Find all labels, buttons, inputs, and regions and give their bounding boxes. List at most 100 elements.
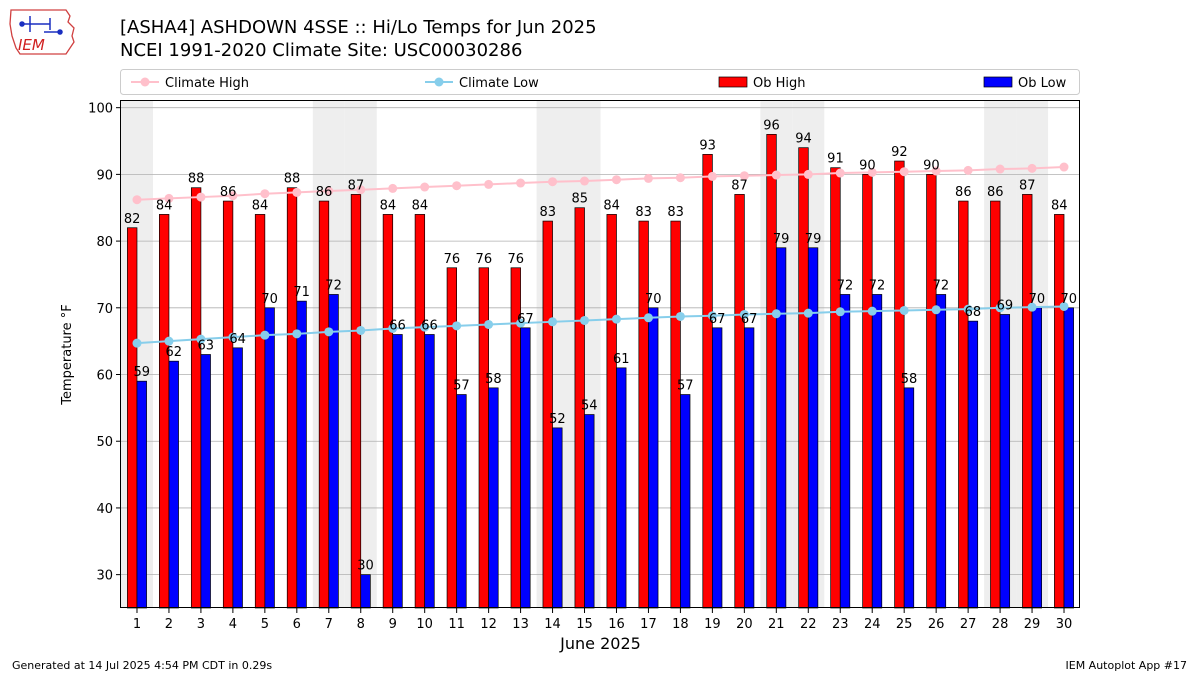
climate-low-point (643, 313, 653, 323)
ob-high-value-label: 88 (284, 172, 301, 187)
x-tick-label: 21 (768, 617, 785, 632)
climate-low-point (516, 318, 526, 328)
logo-text: IEM (18, 36, 45, 54)
climate-low-point (867, 306, 877, 316)
climate-high-point (196, 192, 206, 202)
climate-low-point (356, 325, 366, 335)
ob-low-value-label: 57 (677, 379, 694, 394)
ob-low-value-label: 30 (357, 559, 374, 574)
climate-high-point (420, 182, 430, 192)
x-tick-label: 16 (608, 617, 625, 632)
climate-high-point (1027, 163, 1037, 173)
weekend-bands (121, 101, 1049, 608)
climate-low-point (132, 338, 142, 348)
x-tick-label: 26 (928, 617, 945, 632)
climate-low-point (580, 315, 590, 325)
ob-high-bar (734, 194, 745, 609)
climate-low-point (260, 330, 270, 340)
climate-low-point (995, 303, 1005, 313)
ob-low-bar (552, 427, 563, 609)
plot-frame (120, 100, 1080, 608)
ob-high-bar (670, 220, 681, 609)
x-tick-label: 17 (640, 617, 657, 632)
weather-station-icon (19, 16, 63, 35)
ob-high-value-label: 86 (316, 185, 333, 200)
climate-low-point (164, 336, 174, 346)
ob-low-value-label: 72 (933, 278, 950, 293)
ob-high-value-label: 84 (603, 198, 620, 213)
ob-low-bar (871, 294, 883, 609)
ob-high-bar (702, 154, 713, 609)
ob-high-bar (446, 267, 457, 609)
ob-high-bar (254, 214, 266, 609)
climate-low-point (899, 305, 909, 315)
y-tick-label: 70 (96, 302, 113, 317)
x-tick-label: 20 (736, 617, 753, 632)
ob-low-bar (360, 574, 371, 609)
x-tick-label: 7 (325, 617, 333, 632)
ob-high-bar (127, 227, 138, 609)
climate-high-point (899, 167, 909, 177)
y-tick-label: 100 (88, 102, 113, 117)
x-tick-label: 19 (704, 617, 721, 632)
legend-ob-high-label: Ob High (753, 76, 806, 91)
legend-box (120, 69, 1080, 95)
legend-ob-low-label: Ob Low (1018, 76, 1067, 91)
y-tick-label: 60 (96, 369, 113, 384)
y-tick-label: 80 (96, 235, 113, 250)
ob-high-bar (350, 194, 362, 609)
ob-high-value-label: 87 (348, 178, 365, 193)
bar-value-labels: 82 59 84 62 88 63 86 64 84 70 88 71 86 72 87 30 84 66 84 66… (124, 118, 1077, 573)
climate-high-point (707, 171, 717, 181)
ob-low-bar (232, 347, 243, 609)
climate-high-point (931, 166, 941, 176)
climate-high-point (580, 176, 590, 186)
ob-low-bar (999, 314, 1011, 609)
ob-high-value-label: 84 (412, 198, 429, 213)
ob-high-value-label: 91 (827, 152, 844, 167)
climate-high-point (356, 185, 366, 195)
ob-low-bar (424, 334, 435, 609)
ob-high-value-label: 83 (539, 205, 556, 220)
ob-high-value-label: 86 (987, 185, 1004, 200)
climate-high-point (260, 189, 270, 199)
ob-high-value-label: 86 (955, 185, 972, 200)
x-tick-label: 11 (448, 617, 465, 632)
climate-high-point (803, 169, 813, 179)
ob-low-bar (392, 334, 403, 609)
ob-high-bar (766, 134, 777, 609)
x-tick-label: 10 (416, 617, 433, 632)
ob-low-value-label: 79 (773, 232, 790, 247)
ob-high-bar (958, 200, 969, 609)
ob-high-bar (318, 200, 330, 609)
ob-low-value-label: 66 (421, 318, 438, 333)
ob-high-bar (222, 200, 234, 609)
ob-high-value-label: 87 (1019, 178, 1036, 193)
climate-low-point (484, 319, 494, 329)
ob-high-bar (638, 220, 649, 609)
x-tick-label: 24 (864, 617, 881, 632)
ob-low-value-label: 67 (517, 312, 534, 327)
ob-low-bar (839, 294, 851, 609)
climate-high-point (548, 177, 558, 187)
ob-high-value-label: 76 (476, 252, 493, 267)
ob-low-value-label: 69 (997, 298, 1014, 313)
ob-low-bar (807, 247, 819, 609)
ob-low-value-label: 54 (581, 399, 598, 414)
bar-series (127, 134, 1074, 609)
ob-high-value-label: 93 (699, 138, 716, 153)
climate-low-point (611, 314, 621, 324)
climate-high-point (835, 168, 845, 178)
ob-low-value-label: 71 (293, 285, 310, 300)
ob-low-value-label: 72 (837, 278, 854, 293)
ob-high-value-label: 84 (1051, 198, 1068, 213)
climate-high-point (292, 187, 302, 197)
x-tick-label: 3 (197, 617, 205, 632)
x-tick-label: 23 (832, 617, 849, 632)
ob-low-bar (1063, 307, 1074, 609)
gridlines (121, 107, 1080, 576)
ob-low-value-label: 72 (325, 278, 342, 293)
legend-ob-low-swatch (983, 76, 1013, 88)
x-tick-label: 9 (389, 617, 397, 632)
